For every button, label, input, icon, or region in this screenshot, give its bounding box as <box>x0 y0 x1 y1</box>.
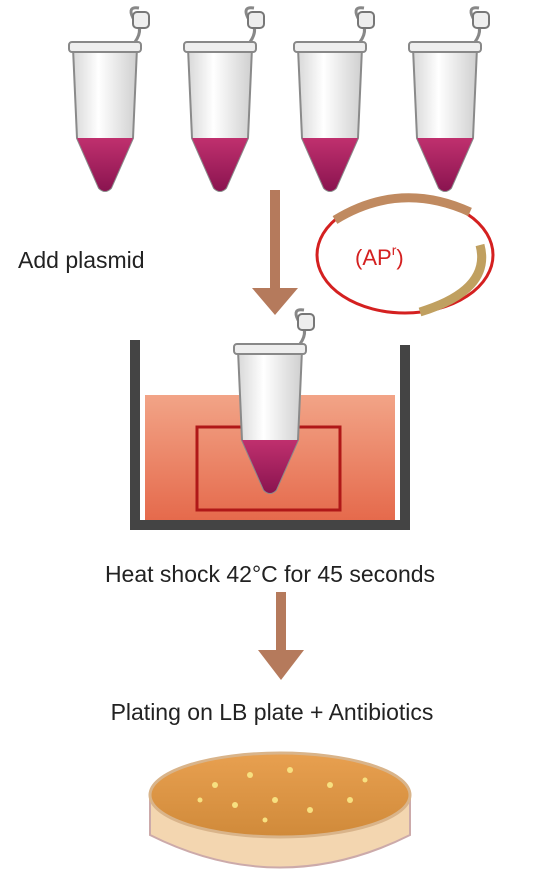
water-bath <box>135 310 405 525</box>
plasmid-closing: ) <box>396 245 403 270</box>
petri-dish <box>150 753 410 868</box>
arrow <box>252 190 298 315</box>
arrow <box>258 592 304 680</box>
diagram: Add plasmid (APr) Heat shock 42°C for 45… <box>0 0 542 885</box>
step-label: Plating on LB plate + Antibiotics <box>111 699 434 725</box>
step-label: Add plasmid <box>18 247 145 273</box>
plasmid: (APr) <box>317 197 493 313</box>
plasmid-name: (AP <box>355 245 392 270</box>
step-label: Heat shock 42°C for 45 seconds <box>105 561 435 587</box>
tubes <box>69 8 489 191</box>
plasmid-label: (APr) <box>355 242 404 270</box>
